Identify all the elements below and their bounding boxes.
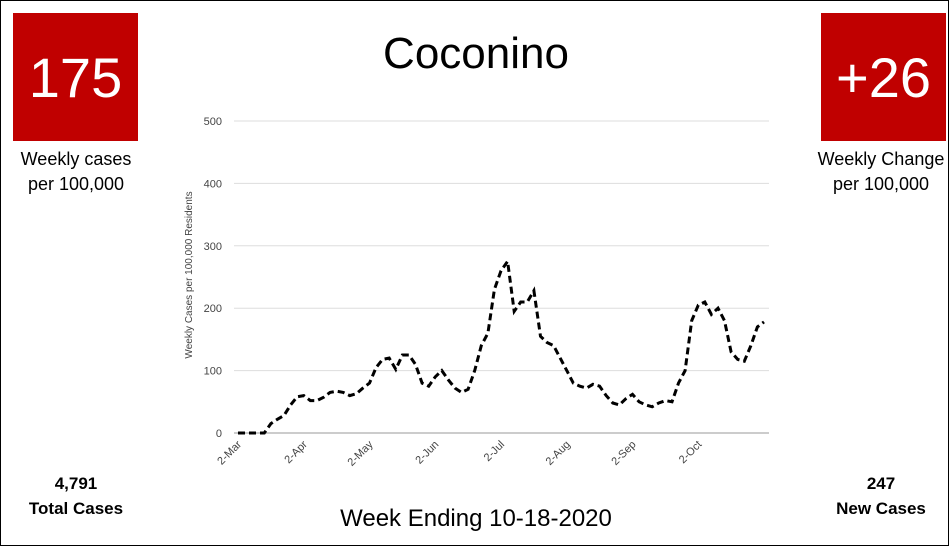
- footer: Week Ending 10-18-2020: [340, 505, 612, 532]
- x-tick-label: 2-Oct: [677, 439, 705, 467]
- y-tick-label: 500: [204, 116, 222, 128]
- y-tick-label: 100: [204, 366, 222, 378]
- y-axis-label: Weekly Cases per 100,000 Residents: [184, 191, 195, 358]
- weekly-cases-caption: Weekly cases per 100,000: [20, 149, 132, 194]
- total-cases-value: 4,791: [54, 474, 98, 493]
- new-cases: 247 New Cases: [811, 471, 949, 521]
- y-tick-label: 300: [204, 241, 222, 253]
- y-tick-label: 400: [204, 178, 222, 190]
- new-cases-label: New Cases: [836, 499, 926, 518]
- y-tick-label: 0: [216, 428, 222, 440]
- weekly-cases-box: 175: [13, 13, 138, 141]
- weekly-change-box: +26: [821, 13, 946, 141]
- y-tick-label: 200: [204, 303, 222, 315]
- x-tick-label: 2-Mar: [215, 438, 244, 467]
- total-cases: 4,791 Total Cases: [6, 471, 146, 521]
- weekly-cases: 175: [28, 45, 123, 109]
- weekly-change: +26: [836, 45, 931, 109]
- x-tick-label: 2-Apr: [282, 438, 310, 466]
- x-tick-label: 2-Jul: [482, 439, 507, 464]
- x-tick-label: 2-Jun: [413, 439, 441, 467]
- x-tick-label: 2-May: [346, 438, 376, 468]
- weekly-change-caption: Weekly Change per 100,000: [817, 149, 945, 194]
- total-cases-label: Total Cases: [28, 499, 124, 518]
- new-cases-value: 247: [866, 474, 896, 493]
- x-tick-label: 2-Sep: [609, 439, 638, 468]
- x-tick-label: 2-Aug: [544, 439, 573, 468]
- line: [238, 257, 765, 435]
- title: Coconino: [383, 29, 569, 78]
